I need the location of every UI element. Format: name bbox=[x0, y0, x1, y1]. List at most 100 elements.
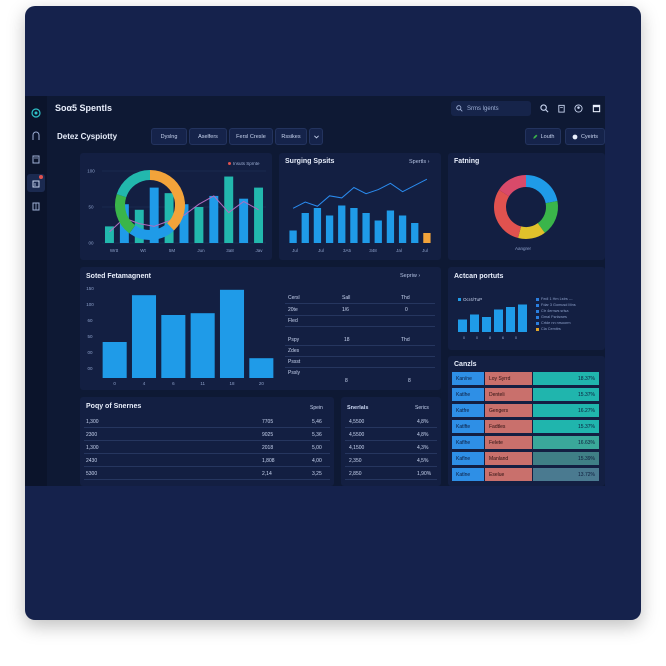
x-tick-label: 6 bbox=[172, 381, 175, 386]
table-cell: Kaflne bbox=[452, 452, 484, 465]
panel-link[interactable]: Sepriw › bbox=[400, 273, 421, 279]
legend-swatch bbox=[536, 315, 539, 319]
edit-icon bbox=[532, 134, 538, 139]
y-tick-label: 60 bbox=[87, 318, 93, 323]
x-tick-label: 6 bbox=[502, 335, 505, 340]
bar bbox=[249, 358, 274, 378]
search-button-icon[interactable] bbox=[540, 104, 549, 113]
x-tick-label: 20 bbox=[259, 381, 265, 386]
x-tick-label: 5M bbox=[169, 248, 176, 253]
poqy-of-snernes-panel: Poqy of Snernes Spein 1,300 7705 5,46 2300 9… bbox=[80, 397, 334, 486]
bar bbox=[386, 210, 395, 243]
table-cell: 5,00 bbox=[312, 445, 322, 451]
overview-chart: 100 50 00 Wrtt Wt 5M Jun 3a8 Jav bbox=[87, 169, 266, 253]
sub-toolbar: Detez Cyspiotty Dyslng Aselfers Fersl Cr… bbox=[47, 126, 605, 148]
panel-title: Canzls bbox=[454, 361, 477, 368]
surging-chart: Jul Jul 3A5 348 Jal Jul bbox=[289, 178, 431, 253]
x-tick-label: 0 bbox=[113, 381, 116, 386]
bar bbox=[325, 215, 334, 243]
y-tick-label: 50 bbox=[87, 334, 93, 339]
legend-item: Crtde nn nrsoorm bbox=[536, 320, 576, 326]
y-tick-label: 50 bbox=[88, 205, 94, 210]
table-cell: Fled bbox=[288, 318, 298, 324]
window-icon[interactable] bbox=[592, 104, 601, 113]
legend-item: Fdar 3 Gomusd Mns bbox=[536, 302, 576, 308]
table-cell: 4,8% bbox=[417, 419, 429, 425]
table-header: Cersl bbox=[288, 295, 300, 301]
panel-title: Actcan portuts bbox=[454, 273, 504, 280]
chevron-down-icon[interactable] bbox=[309, 128, 323, 145]
table-header: Serics bbox=[415, 405, 429, 411]
app-title: Soα5 Spentls bbox=[55, 103, 113, 113]
dashboard-window: Soα5 Spentls Srms lgents Detez Cyspiotty… bbox=[25, 96, 605, 486]
table-cell: 4,5500 bbox=[349, 432, 365, 438]
bar bbox=[362, 213, 370, 243]
table-cell: 5,46 bbox=[312, 419, 322, 425]
legend-item: Gmal Fsnlswes bbox=[536, 314, 576, 320]
bar bbox=[254, 187, 264, 243]
louth-button[interactable]: Louth bbox=[525, 128, 561, 145]
table-cell: Fadtles bbox=[485, 420, 532, 433]
snerlals-panel: Snerlals Serics 4,5500 4,8% 4,5500 4,8% 4,15… bbox=[341, 397, 441, 486]
panel-title: Surging Spsits bbox=[285, 158, 335, 165]
row-divider bbox=[345, 453, 437, 454]
donut-segment bbox=[525, 175, 558, 204]
bar bbox=[134, 209, 144, 243]
table-cell: 1,300 bbox=[86, 419, 99, 425]
chart-legend: Fedl 1 Hm Lstrs --- Fdar 3 Gomusd Mns Ctr … bbox=[536, 296, 576, 332]
legend-swatch bbox=[536, 309, 539, 313]
tab-fersl-cresle[interactable]: Fersl Cresle bbox=[229, 128, 273, 145]
x-tick-label: Wrtt bbox=[110, 248, 119, 253]
tab-aselfers[interactable]: Aselfers bbox=[189, 128, 227, 145]
search-input[interactable]: Srms lgents bbox=[451, 101, 531, 116]
table-cell: 8 bbox=[345, 378, 348, 384]
x-tick-label: Jal bbox=[396, 248, 402, 253]
tab-dysling[interactable]: Dyslng bbox=[151, 128, 187, 145]
x-tick-label: Jav bbox=[255, 248, 263, 253]
bar bbox=[411, 223, 419, 243]
x-tick-label: Jul bbox=[292, 248, 298, 253]
row-divider bbox=[345, 466, 437, 467]
y-tick-label: 150 bbox=[86, 286, 94, 291]
table-cell: 13.72% bbox=[533, 468, 599, 481]
table-cell: 8 bbox=[408, 378, 411, 384]
logo-icon[interactable] bbox=[30, 107, 42, 119]
tab-rssikes[interactable]: Rssikes bbox=[275, 128, 307, 145]
table-cell: 1,300 bbox=[86, 445, 99, 451]
files-icon[interactable] bbox=[30, 153, 42, 165]
table-cell: 2018 bbox=[262, 445, 274, 451]
bar bbox=[104, 226, 114, 243]
table-cell: 4,1500 bbox=[349, 445, 365, 451]
table-cell: Zdes bbox=[288, 348, 300, 354]
donut-segment bbox=[537, 201, 558, 233]
sidebar-rail bbox=[25, 96, 47, 486]
calendar-icon[interactable] bbox=[30, 200, 42, 212]
table-cell: Denteli bbox=[485, 388, 532, 401]
home-icon[interactable] bbox=[30, 130, 42, 142]
overview-chart-panel: 100 50 00 Wrtt Wt 5M Jun 3a8 Jav Insuts Sprnte bbox=[80, 153, 272, 260]
clipboard-icon[interactable] bbox=[557, 104, 566, 113]
cyeirts-button[interactable]: Cyeirts bbox=[565, 128, 605, 145]
bar bbox=[374, 220, 382, 243]
legend-label: Fedl 1 Hm Lstrs --- bbox=[541, 297, 573, 301]
table-cell: Kan/ne bbox=[452, 372, 484, 385]
row-divider bbox=[345, 427, 437, 428]
bar bbox=[224, 176, 234, 243]
table-cell: Manland bbox=[485, 452, 532, 465]
panel-link[interactable]: Spertls › bbox=[409, 159, 430, 165]
table-cell: 4,5% bbox=[417, 458, 429, 464]
panel-title: Fatning bbox=[454, 158, 480, 165]
table-cell: Katlhe bbox=[452, 388, 484, 401]
donut-segment bbox=[518, 222, 545, 239]
soted-fetamagnent-panel: Soted Fetamagnent Sepriw › 150 100 60 50 00 0… bbox=[80, 267, 441, 390]
user-icon[interactable] bbox=[574, 104, 583, 113]
x-tick-label: 3a8 bbox=[226, 248, 234, 253]
y-tick-label: 100 bbox=[86, 302, 94, 307]
donut-segment bbox=[498, 175, 527, 197]
row-divider bbox=[84, 466, 330, 467]
x-tick-label: Wt bbox=[140, 248, 146, 253]
table-header: Pspy bbox=[288, 337, 300, 343]
chart-icon bbox=[572, 134, 578, 139]
table-cell: 20te bbox=[288, 307, 298, 313]
y-tick-label: 100 bbox=[87, 169, 95, 174]
